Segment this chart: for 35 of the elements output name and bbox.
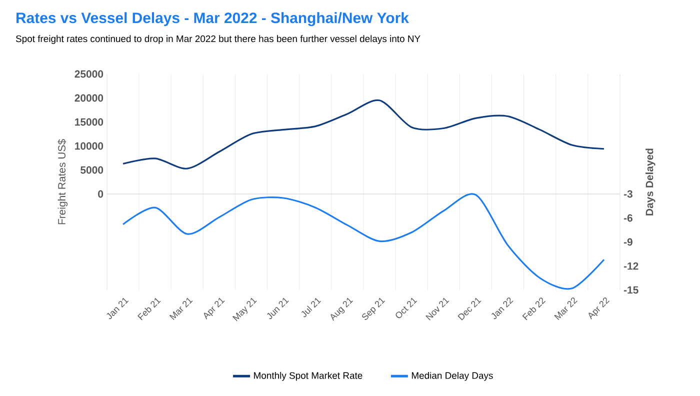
line-series	[122, 99, 605, 170]
y2-tick-label: -12	[624, 262, 638, 270]
y-tick-label: 20000	[74, 94, 104, 102]
x-tick-label: Oct 21	[396, 298, 418, 318]
chart-title: Rates vs Vessel Delays - Mar 2022 - Shanghai/New York	[16, 12, 409, 26]
x-tick-label: Jul 21	[301, 298, 322, 318]
x-tick-label: Sep 21	[362, 298, 386, 320]
y-axis-title: Freight Rates US$	[58, 139, 68, 224]
y-tick-label: 5000	[80, 166, 104, 174]
y2-axis-title: Days Delayed	[645, 148, 656, 216]
y-tick-label: 0	[98, 190, 104, 198]
x-tick-label: May 21	[232, 298, 257, 322]
y-tick-label: 25000	[74, 70, 104, 78]
chart-subtitle: Spot freight rates continued to drop in Mar 2022 but there has been further vessel delays into NY	[16, 35, 420, 44]
y2-tick-label: -15	[624, 286, 638, 294]
legend-label: Median Delay Days	[412, 372, 493, 381]
x-tick-label: Jan 22	[492, 297, 514, 320]
x-tick-label: Mar 21	[169, 298, 193, 320]
x-tick-label: Feb 22	[522, 298, 546, 320]
x-tick-label: Mar 22	[554, 297, 578, 320]
line-series	[122, 194, 605, 290]
y2-tick-label: -6	[624, 214, 632, 222]
x-tick-label: Nov 21	[426, 298, 450, 320]
x-tick-label: Apr 22	[588, 297, 610, 320]
x-tick-label: Apr 21	[204, 298, 225, 320]
y2-tick-label: -9	[624, 238, 632, 246]
y-tick-label: 15000	[75, 118, 104, 126]
x-tick-label: Aug 21	[330, 298, 354, 321]
legend-label: Monthly Spot Market Rate	[254, 372, 362, 381]
y-tick-label: 10000	[75, 142, 104, 150]
x-tick-label: Feb 21	[138, 298, 161, 320]
x-tick-label: Dec 21	[458, 298, 482, 320]
y2-tick-label: -3	[624, 190, 632, 198]
x-tick-label: Jan 21	[106, 298, 129, 320]
x-tick-label: Jun 21	[267, 298, 289, 320]
